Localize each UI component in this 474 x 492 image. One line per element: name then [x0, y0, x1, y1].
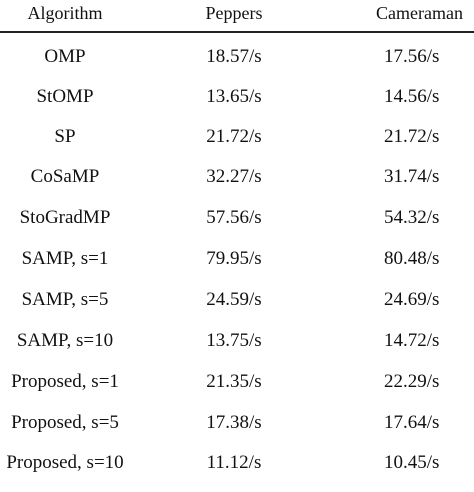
table-row: SAMP, s=10 13.75/s 14.72/s: [0, 330, 474, 370]
table-row: SAMP, s=5 24.59/s 24.69/s: [0, 289, 474, 329]
cell-cameraman: 24.69/s: [384, 289, 440, 310]
table-header: Algorithm Peppers Cameraman: [0, 0, 474, 32]
cell-cameraman: 17.64/s: [384, 412, 440, 433]
cell-algorithm: StoGradMP: [19, 207, 111, 228]
cell-algorithm: StOMP: [36, 86, 94, 107]
cell-algorithm: Proposed, s=1: [11, 371, 119, 392]
table-row: SAMP, s=1 79.95/s 80.48/s: [0, 248, 474, 288]
cell-cameraman: 22.29/s: [384, 371, 440, 392]
cell-peppers: 13.75/s: [206, 330, 262, 351]
cell-peppers: 32.27/s: [206, 166, 262, 187]
cell-peppers: 79.95/s: [206, 248, 262, 269]
cell-peppers: 21.35/s: [206, 371, 262, 392]
table-row: CoSaMP 32.27/s 31.74/s: [0, 166, 474, 206]
table-row: StOMP 13.65/s 14.56/s: [0, 86, 474, 126]
table-row: StoGradMP 57.56/s 54.32/s: [0, 207, 474, 247]
cell-cameraman: 17.56/s: [384, 46, 440, 67]
table-row: SP 21.72/s 21.72/s: [0, 126, 474, 166]
cell-cameraman: 80.48/s: [384, 248, 440, 269]
cell-peppers: 21.72/s: [206, 126, 262, 147]
cell-algorithm: OMP: [44, 46, 86, 67]
cell-cameraman: 10.45/s: [384, 452, 440, 473]
cell-cameraman: 21.72/s: [384, 126, 440, 147]
table-row: Proposed, s=5 17.38/s 17.64/s: [0, 412, 474, 452]
cell-algorithm: SAMP, s=10: [16, 330, 114, 351]
cell-peppers: 18.57/s: [206, 46, 262, 67]
cell-algorithm: SAMP, s=5: [21, 289, 109, 310]
cell-cameraman: 31.74/s: [384, 166, 440, 187]
cell-peppers: 13.65/s: [206, 86, 262, 107]
header-peppers: Peppers: [205, 3, 263, 23]
table-row: OMP 18.57/s 17.56/s: [0, 46, 474, 86]
runtime-table: Algorithm Peppers Cameraman OMP 18.57/s …: [0, 0, 474, 473]
cell-peppers: 24.59/s: [206, 289, 262, 310]
cell-peppers: 17.38/s: [206, 412, 262, 433]
cell-cameraman: 54.32/s: [384, 207, 440, 228]
cell-algorithm: SAMP, s=1: [21, 248, 109, 269]
cell-algorithm: Proposed, s=5: [11, 412, 119, 433]
cell-peppers: 11.12/s: [206, 452, 262, 473]
table-row: Proposed, s=10 11.12/s 10.45/s: [0, 452, 474, 492]
cell-cameraman: 14.56/s: [384, 86, 440, 107]
header-rule: [0, 31, 474, 33]
cell-algorithm: SP: [54, 126, 76, 147]
cell-algorithm: Proposed, s=10: [6, 452, 124, 473]
table-row: Proposed, s=1 21.35/s 22.29/s: [0, 371, 474, 411]
cell-cameraman: 14.72/s: [384, 330, 440, 351]
header-cameraman: Cameraman: [376, 3, 463, 23]
cell-algorithm: CoSaMP: [30, 166, 100, 187]
cell-peppers: 57.56/s: [206, 207, 262, 228]
header-algorithm: Algorithm: [27, 3, 103, 23]
